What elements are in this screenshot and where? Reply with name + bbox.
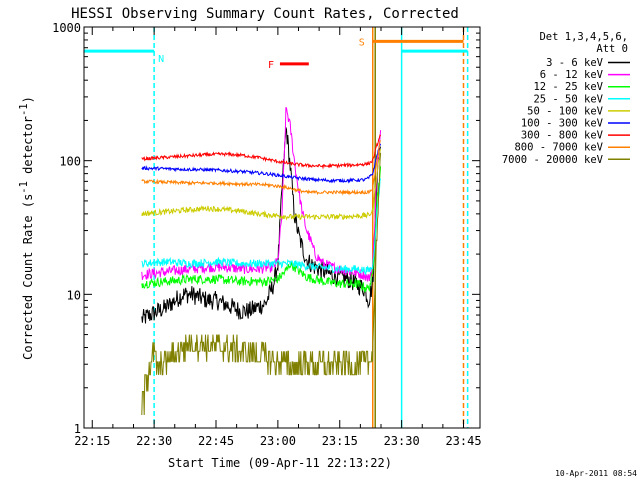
legend-entry-label: 300 - 800 keV — [521, 130, 604, 142]
series-line-0 — [141, 127, 382, 324]
x-tick-label: 23:30 — [384, 434, 420, 448]
series-line-1 — [141, 107, 382, 282]
series-line-6 — [141, 133, 382, 170]
series-line-4 — [141, 148, 382, 221]
series-line-7 — [141, 140, 382, 196]
legend-entry-label: 800 - 7000 keV — [514, 142, 603, 154]
x-axis-label: Start Time (09-Apr-11 22:13:22) — [168, 456, 392, 470]
chart-title: HESSI Observing Summary Count Rates, Cor… — [71, 6, 459, 22]
x-tick-label: 22:45 — [198, 434, 234, 448]
y-axis: 1 10 100 1000 — [52, 21, 480, 436]
flare-label: F — [268, 60, 274, 71]
x-tick-label: 23:00 — [260, 434, 296, 448]
y-tick-label: 10 — [67, 288, 81, 302]
legend-entry-label: 50 - 100 keV — [527, 105, 604, 117]
timestamp: 10-Apr-2011 08:54 — [555, 469, 637, 478]
y-tick-label: 1000 — [52, 21, 81, 35]
legend-title: Att 0 — [596, 43, 628, 55]
legend-entry-label: 12 - 25 keV — [533, 81, 603, 93]
y-tick-label: 1 — [74, 422, 81, 436]
x-tick-label: 23:45 — [445, 434, 481, 448]
attenuator-label-2: S — [359, 37, 365, 48]
y-axis-label: Corrected Count Rate (s-1 detector-1) — [18, 96, 35, 360]
legend-entry-label: 6 - 12 keV — [540, 69, 604, 81]
legend-entry-label: 7000 - 20000 keV — [502, 154, 604, 166]
series-line-8 — [141, 152, 382, 416]
legend-entry-label: 3 - 6 keV — [546, 57, 604, 69]
plot-frame — [83, 26, 481, 429]
plot-area: N S F — [84, 27, 469, 428]
y-tick-label: 100 — [59, 155, 81, 169]
legend-entry-label: 100 - 300 keV — [521, 118, 604, 130]
x-tick-label: 22:15 — [74, 434, 110, 448]
series-line-2 — [141, 166, 382, 293]
legend-entry-label: 25 - 50 keV — [533, 93, 603, 105]
series-line-5 — [141, 143, 382, 184]
attenuator-label-0: N — [158, 54, 164, 65]
x-axis: 22:15 22:30 22:45 23:00 23:15 23:30 23:45 — [74, 27, 482, 448]
series-line-3 — [141, 178, 382, 276]
legend-title: Det 1,3,4,5,6, — [539, 31, 628, 43]
x-tick-label: 22:30 — [136, 434, 172, 448]
x-tick-label: 23:15 — [322, 434, 358, 448]
